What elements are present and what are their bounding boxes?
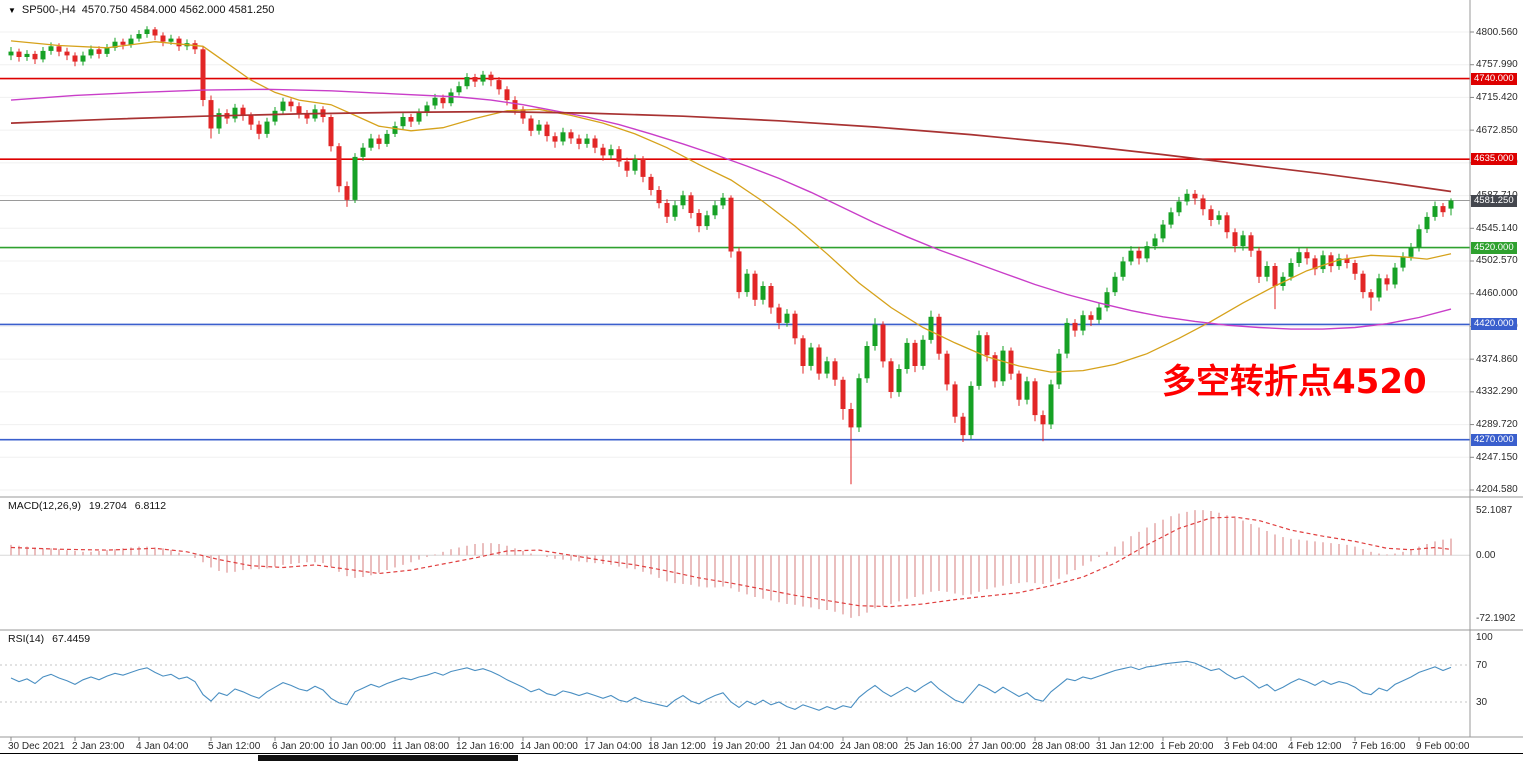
- rsi-value: 67.4459: [52, 633, 91, 645]
- horizontal-scrollbar-thumb[interactable]: [258, 755, 518, 761]
- time-axis-label: 6 Jan 20:00: [272, 741, 325, 752]
- time-axis-baseline: [0, 753, 1523, 754]
- y-axis-tick-label: 4204.580: [1476, 484, 1518, 496]
- rsi-scale-label: 30: [1476, 696, 1488, 708]
- rsi-name: RSI(14): [8, 633, 45, 645]
- time-axis-label: 3 Feb 04:00: [1224, 741, 1278, 752]
- y-axis-tick-label: 4289.720: [1476, 419, 1518, 431]
- macd-scale-min: -72.1902: [1476, 612, 1516, 624]
- time-axis-label: 31 Jan 12:00: [1096, 741, 1154, 752]
- time-axis-label: 12 Jan 16:00: [456, 741, 514, 752]
- rsi-indicator-label: RSI(14) 67.4459: [8, 633, 95, 645]
- rsi-scale-label: 70: [1476, 659, 1488, 671]
- time-axis-label: 21 Jan 04:00: [776, 741, 834, 752]
- macd-signal-value: 6.8112: [134, 500, 167, 512]
- symbol-dropdown-icon[interactable]: ▼: [8, 5, 16, 15]
- time-axis-label: 7 Feb 16:00: [1352, 741, 1406, 752]
- time-axis-label: 18 Jan 12:00: [648, 741, 706, 752]
- y-axis-tick-label: 4545.140: [1476, 222, 1518, 234]
- chart-text-annotation[interactable]: 多空转折点4520: [1162, 362, 1427, 402]
- y-axis-tick-label: 4502.570: [1476, 255, 1518, 267]
- price-level-badge: 4270.000: [1471, 433, 1517, 446]
- chart-title-ohlc: 4570.750 4584.000 4562.000 4581.250: [81, 4, 275, 16]
- macd-scale-max: 52.1087: [1476, 504, 1513, 516]
- time-axis-label: 2 Jan 23:00: [72, 741, 125, 752]
- macd-scale-zero: 0.00: [1476, 549, 1496, 561]
- time-axis-label: 17 Jan 04:00: [584, 741, 642, 752]
- chart-header: ▼ SP500-,H4 4570.750 4584.000 4562.000 4…: [8, 4, 280, 16]
- time-axis-label: 1 Feb 20:00: [1160, 741, 1214, 752]
- time-axis-label: 5 Jan 12:00: [208, 741, 261, 752]
- time-axis-label: 24 Jan 08:00: [840, 741, 898, 752]
- price-level-badge: 4520.000: [1471, 241, 1517, 254]
- time-axis-label: 14 Jan 00:00: [520, 741, 578, 752]
- macd-indicator-label: MACD(12,26,9) 19.2704 6.8112: [8, 500, 171, 512]
- time-axis-label: 19 Jan 20:00: [712, 741, 770, 752]
- time-axis-label: 9 Feb 00:00: [1416, 741, 1470, 752]
- time-axis-label: 4 Jan 04:00: [136, 741, 189, 752]
- time-axis-label: 11 Jan 08:00: [392, 741, 450, 752]
- y-axis-tick-label: 4374.860: [1476, 353, 1518, 365]
- time-axis-label: 10 Jan 00:00: [328, 741, 386, 752]
- macd-value: 19.2704: [88, 500, 127, 512]
- macd-name: MACD(12,26,9): [8, 500, 81, 512]
- y-axis-tick-label: 4800.560: [1476, 26, 1518, 38]
- y-axis-tick-label: 4460.000: [1476, 288, 1518, 300]
- current-price-badge: 4581.250: [1471, 194, 1517, 207]
- y-axis-tick-label: 4247.150: [1476, 451, 1518, 463]
- y-axis-tick-label: 4757.990: [1476, 59, 1518, 71]
- rsi-scale-label: 100: [1476, 631, 1493, 643]
- price-level-badge: 4740.000: [1471, 72, 1517, 85]
- time-axis-label: 27 Jan 00:00: [968, 741, 1026, 752]
- price-level-badge: 4635.000: [1471, 153, 1517, 166]
- time-axis-label: 4 Feb 12:00: [1288, 741, 1342, 752]
- time-axis-label: 28 Jan 08:00: [1032, 741, 1090, 752]
- time-axis-label: 25 Jan 16:00: [904, 741, 962, 752]
- time-axis-label: 30 Dec 2021: [8, 741, 65, 752]
- y-axis-tick-label: 4332.290: [1476, 386, 1518, 398]
- chart-title-symbol: SP500-,H4: [21, 4, 76, 16]
- y-axis-tick-label: 4715.420: [1476, 91, 1518, 103]
- price-level-badge: 4420.000: [1471, 318, 1517, 331]
- y-axis-tick-label: 4672.850: [1476, 124, 1518, 136]
